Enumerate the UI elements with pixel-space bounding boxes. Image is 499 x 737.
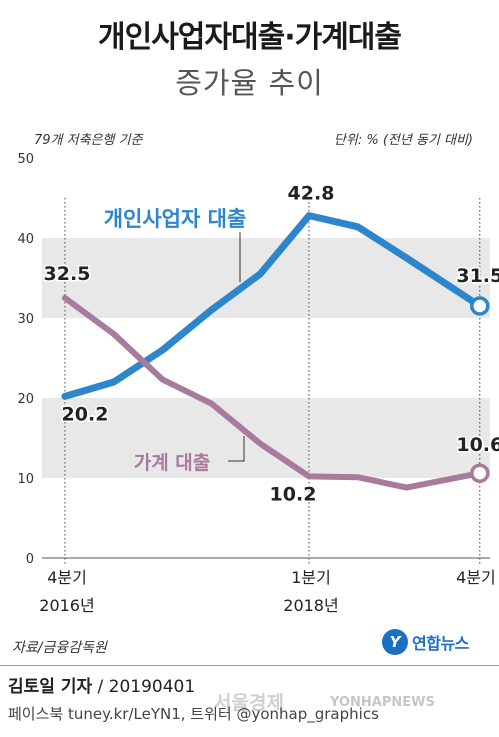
y-tick-label: 40 [17,232,34,247]
footer-divider [0,665,499,666]
business-loan-end-point [470,296,490,316]
data-label: 32.5 [44,263,91,285]
unit-note: 단위: % (전년 동기 대비) [333,133,473,148]
watermark-right: YONHAPNEWS [330,695,435,710]
data-label: 10.2 [270,483,317,505]
chart-title: 개인사업자대출·가계대출 [98,20,402,55]
social-links: 페이스북 tuney.kr/LeYN1, 트위터 @yonhap_graphic… [8,705,379,723]
grid-band [42,398,490,478]
y-tick-label: 10 [17,472,34,487]
x-tick-label: 4분기 [47,568,87,587]
household-loan-end-point [470,463,490,483]
data-label: 20.2 [62,403,109,425]
business-loan-line [61,212,484,400]
y-tick-label: 50 [17,152,34,167]
x-tick-label: 2018년 [283,596,338,615]
chart-subtitle: 증가율 추이 [175,66,324,100]
series-label-leader [228,436,245,462]
agency-logo: Y 연합뉴스 [382,629,469,655]
line-chart: 0 10 20 30 40 50 4분기 2016년 1분기 2018년 4분기 말 20.2 42.8… [17,152,499,615]
reporter-name: 김토일 기자 [8,677,93,697]
x-tick-label: 1분기 [291,568,331,587]
credit-date: / 20190401 [92,677,196,697]
series-label-business: 개인사업자 대출 [104,207,247,231]
agency-name: 연합뉴스 [412,634,469,653]
basis-note: 79개 저축은행 기준 [34,133,143,148]
y-tick-label: 20 [17,392,34,407]
grid-band [42,238,490,318]
y-tick-label: 0 [26,552,34,567]
credit-line: 김토일 기자 / 20190401 [8,672,195,697]
data-label: 31.5 [456,265,499,287]
series-label-household: 가계 대출 [134,452,211,474]
source-note: 자료/금융감독원 [12,640,107,656]
data-label: 42.8 [288,183,335,205]
household-loan-line [62,295,483,491]
watermark-left: 서울경제 [214,692,284,714]
data-label: 10.6 [456,434,499,456]
x-tick-label: 2016년 [39,596,94,615]
y-tick-label: 30 [17,312,34,327]
x-tick-label: 4분기 말 [456,568,499,587]
yonhap-logo-icon: Y [382,629,408,655]
